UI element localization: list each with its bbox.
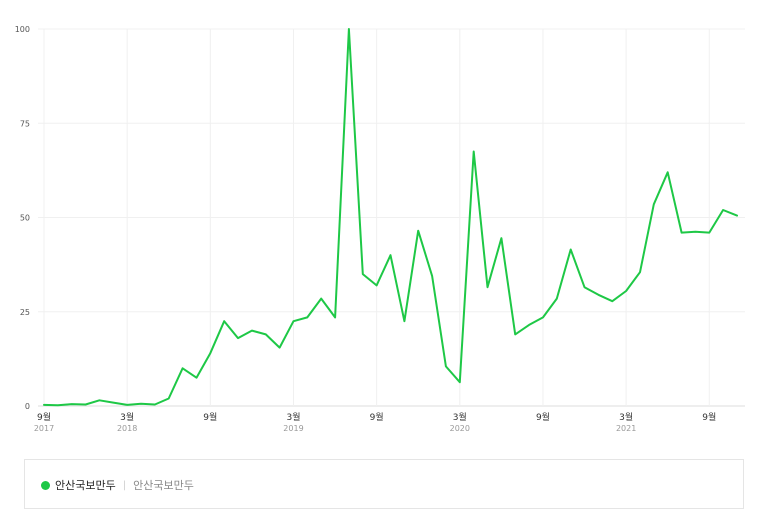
- legend-separator: |: [122, 479, 127, 491]
- series-lines: [43, 28, 738, 407]
- x-tick-label: 3월: [120, 411, 134, 423]
- legend: 안산국보만두 | 안산국보만두: [24, 459, 744, 509]
- legend-series-name: 안산국보만두: [55, 479, 116, 492]
- x-tick-label: 9월: [536, 411, 550, 423]
- x-tick-label: 9월: [203, 411, 217, 423]
- x-tick-label: 3월: [619, 411, 633, 423]
- legend-marker-icon: [41, 480, 50, 490]
- x-tick-year-label: 2019: [283, 424, 303, 433]
- x-tick-label: 3월: [286, 411, 300, 423]
- x-tick-year-label: 2017: [34, 424, 54, 433]
- y-tick-label: 50: [20, 214, 30, 223]
- x-tick-year-label: 2018: [117, 424, 137, 433]
- grid-lines: [38, 28, 745, 407]
- x-tick-label: 9월: [37, 411, 51, 423]
- x-tick-label: 3월: [453, 411, 467, 423]
- legend-series-subtitle: 안산국보만두: [133, 479, 194, 492]
- x-tick-label: 9월: [702, 411, 716, 423]
- x-tick-year-label: 2020: [450, 424, 470, 433]
- legend-item[interactable]: 안산국보만두 | 안산국보만두: [41, 477, 194, 493]
- y-tick-label: 75: [20, 119, 30, 128]
- y-tick-label: 25: [20, 308, 30, 317]
- x-tick-label: 9월: [370, 411, 384, 423]
- y-tick-label: 0: [25, 402, 30, 411]
- y-axis: 0 25 50 75 100: [15, 25, 30, 411]
- x-tick-year-label: 2021: [616, 424, 636, 433]
- y-tick-label: 100: [15, 25, 30, 34]
- series-line: [43, 28, 738, 407]
